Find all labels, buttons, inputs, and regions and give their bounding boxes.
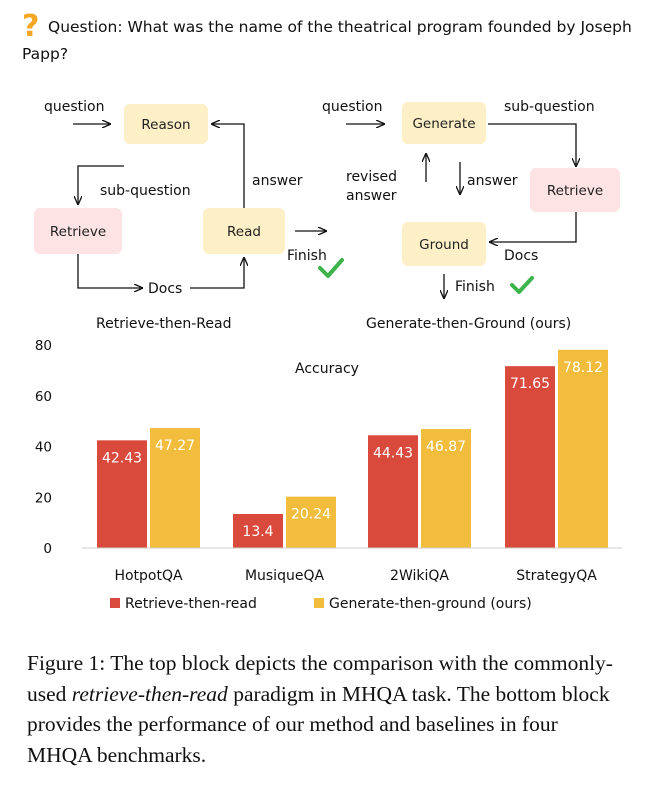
check-icon: [510, 276, 534, 294]
y-axis-ticks: 0 20 40 60 80: [35, 338, 52, 557]
bar-value-label: 44.43: [373, 445, 413, 461]
right-retrieve-node-label: Retrieve: [547, 183, 603, 199]
question-mark-icon: ?: [22, 9, 40, 44]
left-finish-label: Finish: [287, 248, 327, 264]
bar-value-label: 20.24: [291, 507, 331, 523]
read-node: [203, 208, 285, 254]
legend-label: Retrieve-then-read: [125, 596, 257, 612]
bar: [421, 429, 471, 548]
right-docs-arrow: [490, 212, 577, 242]
bar: [558, 349, 608, 548]
y-tick-label: 0: [43, 541, 52, 557]
question-text: ? Question: What was the name of the thea…: [22, 9, 632, 68]
bar: [97, 440, 147, 548]
right-question-label: question: [322, 99, 382, 115]
sub-question-arrow: [78, 165, 124, 204]
right-sub-question-arrow: [488, 123, 576, 166]
ground-node: [402, 222, 486, 266]
right-docs-label: Docs: [504, 248, 538, 264]
bar-value-label: 46.87: [426, 439, 466, 455]
chart-legend: Retrieve-then-read Generate-then-ground (…: [110, 596, 532, 612]
right-retrieve-node: [530, 168, 620, 212]
category-label: MusiqueQA: [245, 568, 325, 584]
figure-caption: Figure 1: The top block depicts the comp…: [27, 648, 627, 770]
bar: [505, 366, 555, 548]
left-question-label: question: [44, 99, 104, 115]
y-tick-label: 80: [35, 338, 52, 354]
left-retrieve-node-label: Retrieve: [50, 224, 106, 240]
ground-node-label: Ground: [419, 237, 469, 253]
category-label: HotpotQA: [114, 568, 183, 584]
reason-node: [124, 104, 208, 144]
reason-node-label: Reason: [141, 117, 190, 133]
bar: [368, 435, 418, 548]
bar-value-label: 47.27: [155, 438, 195, 454]
bar-value-label: 78.12: [563, 360, 603, 376]
revised-label-line1: revised: [346, 169, 397, 185]
answer-arrow: [212, 124, 245, 208]
bar: [233, 513, 283, 548]
legend-swatch: [314, 598, 324, 608]
left-retrieve-node: [34, 208, 122, 254]
question-label: Question: What was the name of the theat…: [22, 18, 632, 63]
left-diagram-title: Retrieve-then-Read: [96, 316, 232, 330]
generate-node-label: Generate: [412, 116, 475, 132]
category-labels: HotpotQA MusiqueQA 2WikiQA StrategyQA: [114, 568, 597, 584]
pipeline-diagram: question Reason Retrieve Read sub-questi…: [34, 99, 620, 330]
accuracy-chart: Accuracy 0 20 40 60 80 42.43 47.27 13.4 20.24 44…: [35, 338, 622, 612]
caption-italic: retrieve-then-read: [71, 681, 228, 706]
caption-suffix: paradigm in MHQA task. The bottom block …: [27, 681, 610, 767]
legend-swatch: [110, 598, 120, 608]
bar-value-label: 42.43: [102, 450, 142, 466]
left-answer-label: answer: [252, 173, 303, 189]
bar: [150, 428, 200, 548]
docs-arrow-left: [77, 254, 142, 288]
check-icon: [318, 258, 344, 278]
y-tick-label: 60: [35, 389, 52, 405]
category-label: 2WikiQA: [390, 568, 449, 584]
bar-value-label: 71.65: [510, 376, 550, 392]
y-tick-label: 20: [35, 490, 52, 506]
revised-label-line2: answer: [346, 188, 397, 204]
right-finish-label: Finish: [455, 279, 495, 295]
bar: [286, 496, 336, 548]
generate-node: [402, 102, 486, 144]
right-answer-label: answer: [467, 173, 518, 189]
bar-value-label: 13.4: [242, 524, 273, 540]
bars-group: 42.43 47.27 13.4 20.24 44.43 46.87 71.65 78.12: [97, 349, 608, 548]
legend-label: Generate-then-ground (ours): [329, 596, 532, 612]
right-diagram-title: Generate-then-Ground (ours): [366, 316, 571, 330]
y-tick-label: 40: [35, 440, 52, 456]
category-label: StrategyQA: [516, 568, 597, 584]
right-sub-question-label: sub-question: [504, 99, 595, 115]
docs-arrow-right: [190, 258, 244, 289]
caption-prefix: Figure 1: The top block depicts the comp…: [27, 651, 613, 706]
chart-title: Accuracy: [295, 361, 359, 377]
left-docs-label: Docs: [148, 281, 182, 297]
left-sub-question-label: sub-question: [100, 183, 191, 199]
read-node-label: Read: [227, 224, 261, 240]
